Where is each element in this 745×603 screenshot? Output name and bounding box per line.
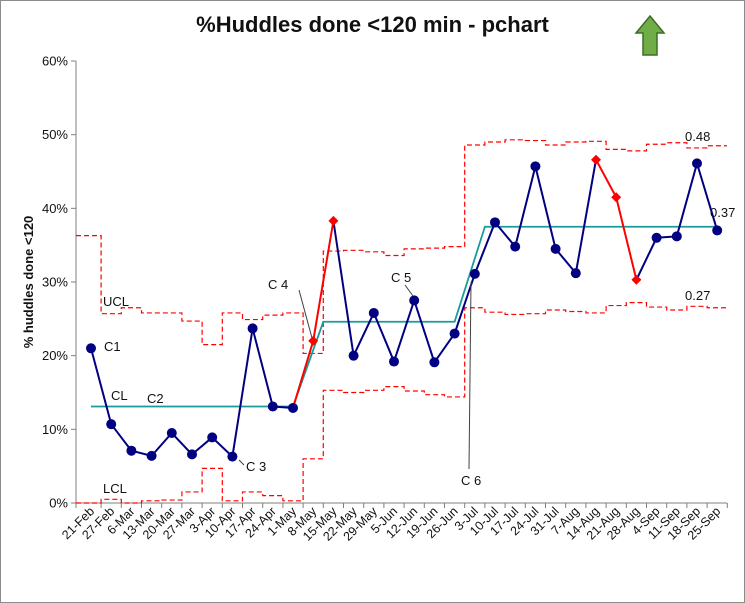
data-point — [409, 295, 420, 306]
data-point — [106, 419, 117, 430]
y-tick-label: 30% — [42, 275, 68, 290]
chart-title: %Huddles done <120 min - pchart — [196, 12, 549, 37]
series-segment — [231, 328, 254, 457]
y-tick-label: 0% — [49, 496, 68, 511]
annotation-c4-leader — [298, 289, 313, 339]
annotation-c1: C1 — [104, 339, 121, 354]
series-segment — [514, 166, 537, 247]
annotation-c3-leader — [238, 459, 245, 466]
center-line-path — [91, 225, 718, 408]
data-point — [267, 401, 278, 412]
series-segment — [312, 220, 335, 342]
data-point — [227, 451, 238, 462]
up-arrow-icon — [634, 14, 666, 56]
series-segment — [574, 159, 597, 274]
special-cause-point — [591, 154, 601, 165]
annotations: UCL CL LCL C1 C2 C 3 C 4 C 5 C 6 0.48 0.37 0.27 — [103, 129, 735, 496]
annotation-c6: C 6 — [461, 473, 481, 488]
series-segment — [413, 300, 436, 363]
ucl-value-label: 0.48 — [685, 129, 710, 144]
series-segment — [90, 348, 113, 425]
series-segment — [595, 159, 618, 198]
data-point — [126, 445, 137, 456]
series-segment — [332, 220, 355, 356]
annotation-c5-leader — [404, 284, 414, 297]
annotation-c5: C 5 — [391, 270, 411, 285]
series-segment — [110, 423, 133, 452]
y-tick-label: 40% — [42, 201, 68, 216]
series-segment — [251, 328, 274, 407]
y-tick-label: 10% — [42, 422, 68, 437]
series-segment — [696, 163, 719, 231]
series-segment — [615, 197, 638, 281]
annotation-c4: C 4 — [268, 277, 288, 292]
lcl-value-label: 0.27 — [685, 288, 710, 303]
lcl-line — [76, 302, 727, 504]
special-cause-point — [328, 215, 339, 226]
data-point — [550, 243, 561, 254]
series-segment — [635, 237, 658, 281]
series-segment — [433, 332, 456, 363]
series-segment — [150, 432, 173, 457]
ucl-line — [76, 139, 727, 355]
data-series — [86, 154, 723, 462]
data-point — [469, 268, 480, 279]
control-limits — [76, 139, 727, 504]
cl-value-label: 0.37 — [710, 205, 735, 220]
data-point — [490, 217, 500, 228]
data-point — [247, 323, 258, 334]
annotation-c6-leader — [468, 281, 472, 470]
series-segment — [393, 300, 416, 362]
data-point — [146, 450, 157, 461]
center-line — [91, 225, 718, 408]
annotation-c3: C 3 — [246, 459, 266, 474]
annotation-c2: C2 — [147, 391, 164, 406]
ucl-label: UCL — [103, 294, 129, 309]
data-point — [86, 343, 96, 354]
series-segment — [372, 312, 395, 362]
data-point — [712, 225, 723, 236]
data-point — [166, 428, 177, 439]
series-segment — [554, 248, 577, 274]
y-tick-label: 20% — [42, 348, 68, 363]
series-segment — [675, 163, 698, 237]
data-point — [510, 241, 521, 252]
data-point — [187, 449, 197, 460]
y-axis-title: % huddles done <120 — [21, 216, 36, 349]
data-point — [389, 356, 399, 367]
data-point — [429, 357, 440, 368]
y-tick-label: 60% — [42, 54, 68, 69]
series-segment — [534, 166, 557, 250]
cl-label: CL — [111, 388, 128, 403]
series-segment — [292, 340, 315, 409]
lcl-label: LCL — [103, 481, 127, 496]
special-cause-point — [631, 274, 642, 285]
series-segment — [352, 312, 375, 357]
data-point — [348, 350, 359, 361]
special-cause-point — [611, 192, 622, 203]
data-point — [449, 328, 460, 339]
y-tick-label: 50% — [42, 127, 68, 142]
data-point — [692, 158, 702, 169]
data-point — [530, 161, 541, 172]
data-point — [368, 307, 379, 318]
series-segment — [494, 221, 516, 248]
data-point — [570, 268, 581, 279]
data-point — [207, 432, 218, 443]
up-arrow-shape — [634, 14, 666, 56]
series-segment — [473, 221, 496, 275]
data-point — [671, 231, 682, 242]
data-point — [288, 402, 298, 413]
data-point — [651, 232, 662, 243]
special-cause-point — [308, 335, 319, 346]
